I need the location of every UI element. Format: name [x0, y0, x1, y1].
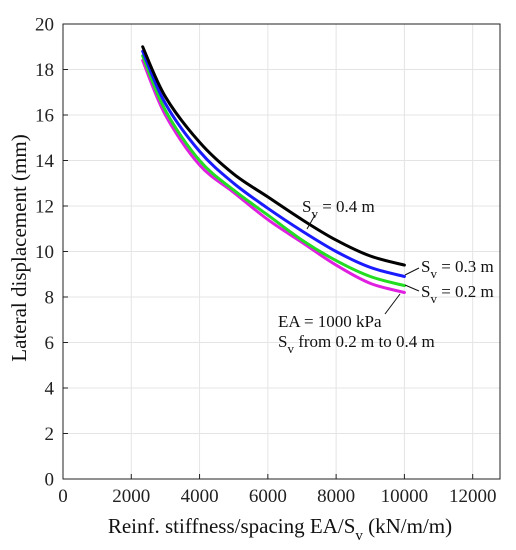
series-line-2	[141, 54, 406, 288]
annotation-sv-02-leader	[404, 284, 420, 292]
annotation-sv-02: Sv = 0.2 m	[421, 282, 494, 306]
annotation-sv-02-tail: = 0.2 m	[437, 282, 494, 301]
x-axis-title-main: Reinf. stiffness/spacing EA/S	[108, 514, 356, 538]
y-tick-label: 2	[45, 424, 55, 445]
ticks: 0 2000 4000 6000 8000 10000 12000 0 2 4 6 8 10 12 14 16…	[35, 15, 496, 508]
annotation-sv-03-sub: v	[430, 266, 437, 281]
annotation-sv-03-leader	[404, 267, 420, 276]
grid	[62, 23, 500, 480]
annotation-ea-line2-main: S	[278, 332, 287, 351]
series-line-1	[141, 49, 406, 278]
annotation-ea-line2-sub: v	[287, 341, 294, 356]
x-axis-title-tail: (kN/m/m)	[363, 514, 452, 538]
annotation-sv-03: Sv = 0.3 m	[421, 257, 494, 281]
annotation-sv-03-main: S	[421, 257, 430, 276]
series-line-0	[141, 45, 406, 267]
x-axis-title: Reinf. stiffness/spacing EA/Sv (kN/m/m)	[108, 514, 452, 544]
y-axis-title: Lateral displacement (mm)	[7, 134, 31, 361]
y-tick-label: 18	[35, 60, 54, 81]
y-tick-label: 10	[35, 242, 54, 263]
x-tick-label: 12000	[449, 486, 497, 507]
y-tick-label: 6	[45, 333, 55, 354]
annotation-sv-02-main: S	[421, 282, 430, 301]
annotation-sv-02-sub: v	[430, 291, 437, 306]
x-tick-label: 2000	[112, 486, 150, 507]
x-axis-title-sub: v	[355, 528, 363, 544]
annotation-ea-leader	[384, 293, 401, 315]
annotation-sv-04-sub: v	[311, 206, 318, 221]
annotation-ea-line2-tail: from 0.2 m to 0.4 m	[294, 332, 435, 351]
y-tick-label: 16	[35, 106, 54, 127]
annotation-sv-04-leader	[306, 214, 316, 230]
annotation-sv-03-tail: = 0.3 m	[437, 257, 494, 276]
x-tick-label: 4000	[181, 486, 219, 507]
x-tick-label: 0	[58, 486, 68, 507]
y-tick-label: 12	[35, 197, 54, 218]
y-tick-label: 20	[35, 15, 54, 36]
y-tick-label: 0	[45, 470, 55, 491]
annotation-sv-04-main: S	[302, 197, 311, 216]
annotation-sv-04-tail: = 0.4 m	[318, 197, 375, 216]
annotation-ea-line2: Sv from 0.2 m to 0.4 m	[278, 332, 435, 356]
y-tick-label: 14	[35, 151, 55, 172]
x-tick-label: 6000	[249, 486, 287, 507]
series-layer	[141, 45, 406, 294]
annotation-sv-04: Sv = 0.4 m	[302, 197, 375, 221]
x-tick-label: 8000	[317, 486, 355, 507]
x-tick-label: 10000	[381, 486, 429, 507]
annotation-ea-line1: EA = 1000 kPa	[278, 312, 382, 331]
y-tick-label: 4	[45, 379, 55, 400]
y-tick-label: 8	[45, 288, 55, 309]
series-line-3	[141, 58, 406, 294]
